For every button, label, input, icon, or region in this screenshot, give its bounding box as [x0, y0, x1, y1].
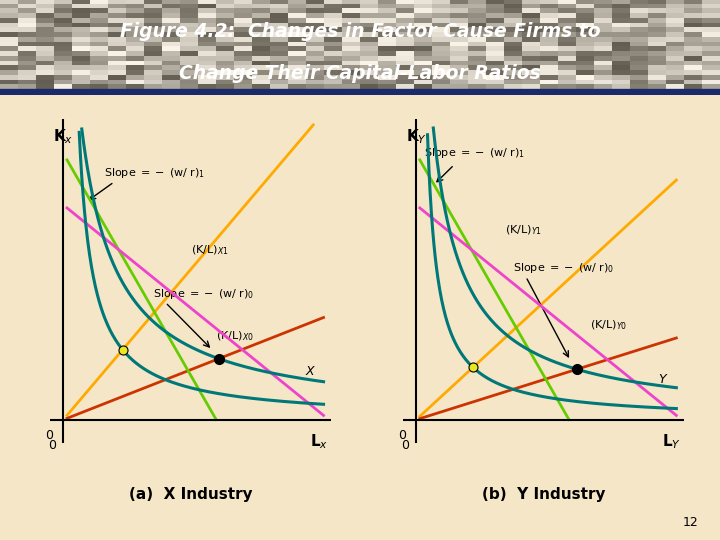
Text: (K/L)$_{X0}$: (K/L)$_{X0}$: [216, 330, 254, 343]
Text: Slope $= -$ (w/ r)$_1$: Slope $= -$ (w/ r)$_1$: [423, 146, 525, 160]
Text: Slope $= -$ (w/ r)$_0$: Slope $= -$ (w/ r)$_0$: [153, 287, 254, 301]
Text: Slope $= -$ (w/ r)$_1$: Slope $= -$ (w/ r)$_1$: [104, 166, 205, 180]
Text: (K/L)$_{X1}$: (K/L)$_{X1}$: [191, 244, 228, 258]
Text: X: X: [306, 366, 315, 379]
Text: K$_x$: K$_x$: [53, 127, 73, 146]
Text: Figure 4.2:  Changes in Factor Cause Firms to: Figure 4.2: Changes in Factor Cause Firm…: [120, 22, 600, 40]
Text: (K/L)$_{Y1}$: (K/L)$_{Y1}$: [505, 224, 542, 237]
Text: Slope $= -$ (w/ r)$_0$: Slope $= -$ (w/ r)$_0$: [513, 261, 614, 275]
Text: K$_Y$: K$_Y$: [406, 127, 427, 146]
Text: (K/L)$_{Y0}$: (K/L)$_{Y0}$: [590, 318, 626, 332]
Text: L$_Y$: L$_Y$: [662, 433, 681, 451]
Text: (a)  X Industry: (a) X Industry: [129, 487, 253, 502]
Text: Y: Y: [659, 373, 666, 386]
Text: 0: 0: [398, 429, 406, 442]
Text: 0: 0: [45, 429, 53, 442]
Text: Change Their Capital-Labor Ratios: Change Their Capital-Labor Ratios: [179, 64, 541, 83]
Text: 0: 0: [48, 439, 57, 452]
Text: 0: 0: [401, 439, 410, 452]
Text: (b)  Y Industry: (b) Y Industry: [482, 487, 606, 502]
Text: 12: 12: [683, 516, 698, 529]
Text: L$_x$: L$_x$: [310, 433, 328, 451]
